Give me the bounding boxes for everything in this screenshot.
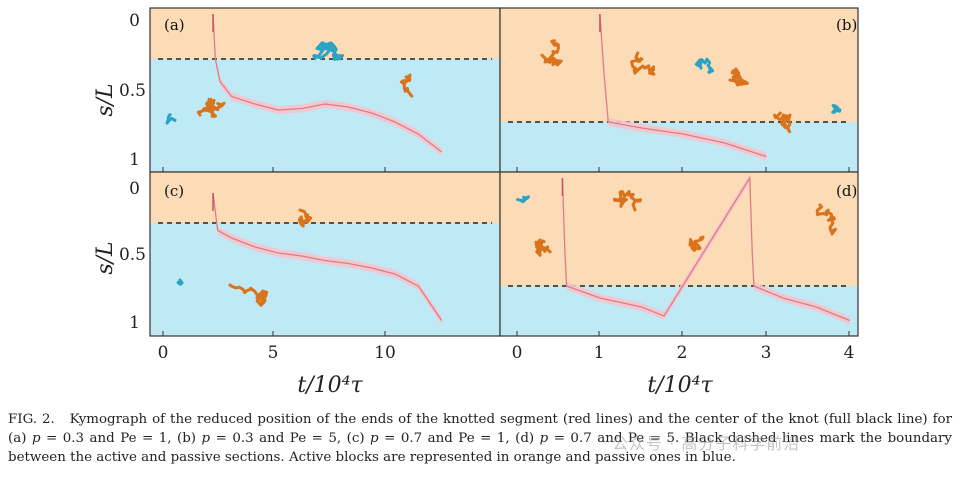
caption-p-d: p [539,431,549,446]
caption-text: Kymograph of the reduced position of the… [8,412,952,446]
polymer-illustrations [165,39,842,307]
caption-p-a: p [31,431,41,446]
polymer-b2 [630,51,656,76]
panel-label-d: (d) [836,182,857,200]
xlabel-right: t/10⁴τ [647,373,713,398]
trace-band-0-0 [213,10,442,156]
xtick-right-2: 2 [677,343,688,363]
polymer-a2 [312,41,345,61]
polymer-d2 [612,189,643,212]
xtick-left-0: 0 [158,343,169,363]
passive-region-0 [150,59,500,172]
trace-band-1-0 [599,10,767,161]
ytick-a-1: 1 [129,150,140,170]
trace-line-3-0 [561,175,850,322]
xtick-right-0: 0 [512,343,523,363]
caption-eq-d: = 0.7 and Pe = 5. Black dashed lines mar… [8,431,952,465]
polymer-c1b [176,278,184,286]
polymer-c2 [297,208,313,228]
xtick-right-4: 4 [844,343,855,363]
ytick-a-05: 0.5 [119,81,146,101]
polymer-b4 [772,111,792,134]
xtick-left-10: 10 [374,343,396,363]
figure-caption: FIG. 2. Kymograph of the reduced positio… [8,410,952,467]
active-region-1 [500,8,858,122]
xtick-left-5: 5 [268,343,279,363]
panel-frame-3 [499,171,859,337]
trace-line-0-0 [212,13,443,153]
polymer-b4b [831,104,842,114]
polymer-c1 [228,283,269,307]
polymer-a2b [399,73,414,98]
caption-eq-b: = 0.3 and Pe = 5, (c) [210,431,371,446]
polymer-b3b [694,57,715,74]
trace-line-1-0 [599,13,767,158]
watermark: 公众号 · 高分子科学前沿 [612,434,801,453]
polymer-a1 [196,97,226,118]
ytick-c-0: 0 [129,179,140,199]
polymer-b3 [728,67,749,87]
ylabel-top: s/L [93,83,118,116]
polymer-d4 [815,203,838,236]
active-region-3 [500,172,858,286]
active-region-2 [150,172,500,223]
polymer-d1b [516,195,530,204]
active-region-0 [150,8,500,59]
panel-label-c: (c) [164,182,184,200]
panel-group [149,7,859,337]
caption-p-c: p [370,431,379,446]
ylabel-bottom: s/L [93,241,118,274]
xtick-right-1: 1 [594,343,605,363]
polymer-b1 [540,39,563,67]
xlabel-left: t/10⁴τ [297,373,363,398]
polymer-a1b [165,113,177,125]
ytick-a-0: 0 [129,11,140,31]
figure-kymographs: s/L s/L t/10⁴τ t/10⁴τ 0 0.5 1 0 0.5 1 0 … [93,7,859,398]
ytick-c-05: 0.5 [119,245,146,265]
polymer-d3 [688,235,705,252]
panel-label-b: (b) [836,16,857,34]
passive-region-2 [150,223,500,336]
xtick-right-3: 3 [761,343,772,363]
caption-eq-a: = 0.3 and Pe = 1, (b) [40,431,202,446]
caption-lead: FIG. 2. [8,412,55,427]
trace-line-2-0 [212,192,443,321]
panel-label-a: (a) [164,16,185,34]
ytick-c-1: 1 [129,313,140,333]
caption-p-b: p [201,431,211,446]
polymer-d1 [534,238,552,257]
caption-eq-c: = 0.7 and Pe = 1, (d) [378,431,540,446]
